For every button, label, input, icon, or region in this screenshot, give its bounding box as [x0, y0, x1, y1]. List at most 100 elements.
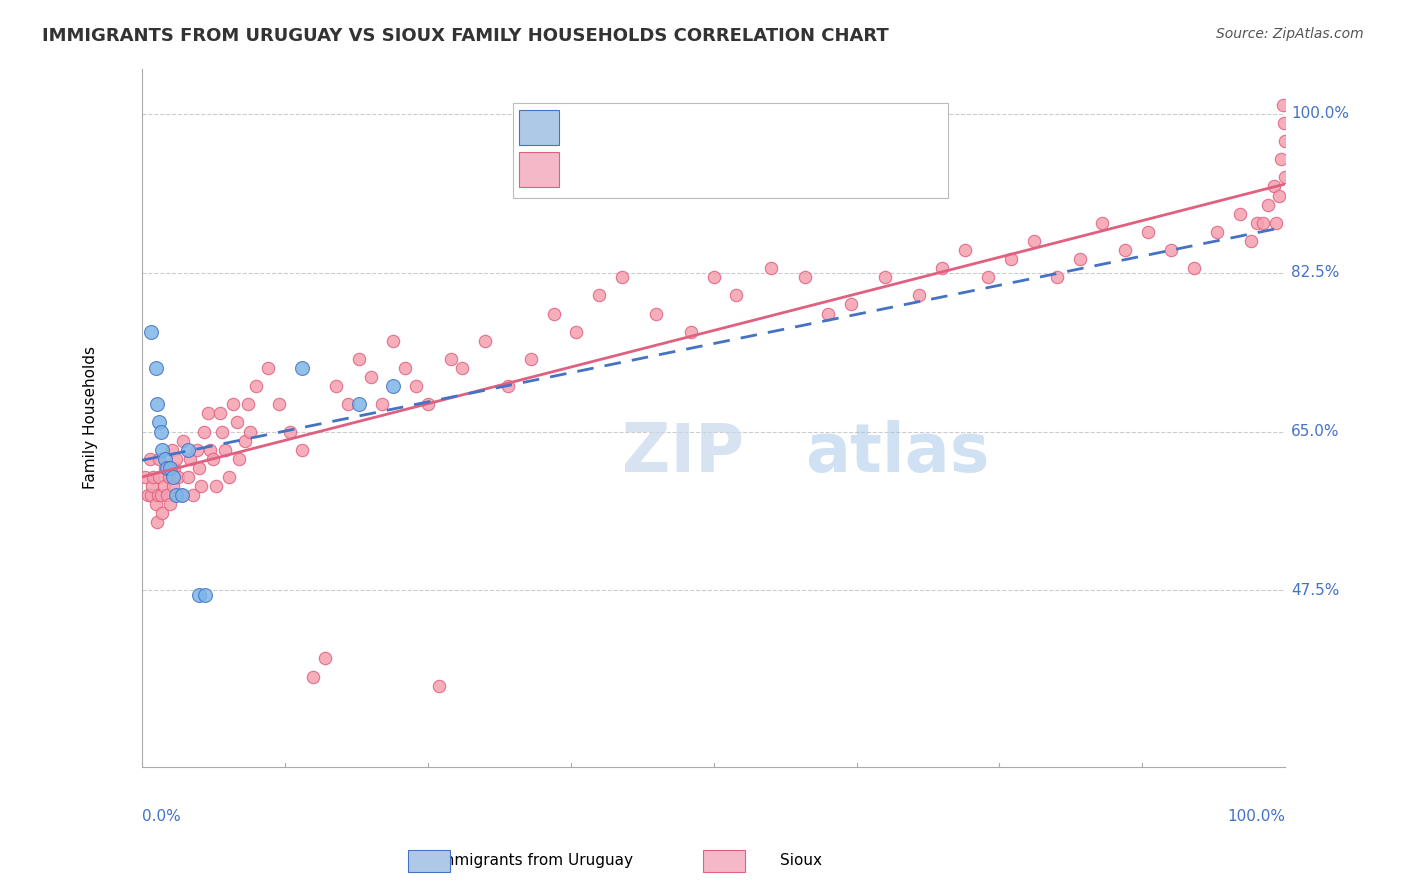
Point	[148, 470, 170, 484]
Point	[145, 361, 167, 376]
Point	[759, 261, 782, 276]
Point	[1272, 98, 1295, 112]
Point	[875, 270, 897, 285]
Point	[1091, 216, 1114, 230]
Point	[1265, 216, 1288, 230]
Point	[238, 397, 260, 411]
FancyBboxPatch shape	[519, 153, 560, 187]
Point	[211, 425, 233, 439]
Point	[977, 270, 1000, 285]
Point	[163, 460, 186, 475]
Text: 18: 18	[839, 121, 862, 139]
Point	[167, 470, 190, 484]
Point	[142, 470, 165, 484]
Text: Family Households: Family Households	[83, 346, 98, 490]
Point	[839, 297, 862, 311]
Point	[156, 460, 179, 475]
Point	[208, 406, 231, 420]
Point	[222, 397, 245, 411]
Point	[496, 379, 519, 393]
Point	[953, 243, 976, 257]
Point	[193, 425, 215, 439]
Text: N =: N =	[765, 121, 801, 139]
Text: R =: R =	[571, 121, 606, 139]
Point	[703, 270, 725, 285]
Point	[188, 460, 211, 475]
Point	[280, 425, 302, 439]
Point	[134, 470, 156, 484]
Point	[610, 270, 633, 285]
Point	[474, 334, 496, 348]
Text: 0.153: 0.153	[640, 121, 692, 139]
Point	[543, 306, 565, 320]
Point	[1137, 225, 1160, 239]
Point	[405, 379, 427, 393]
Point	[394, 361, 416, 376]
Point	[146, 488, 169, 502]
Point	[1069, 252, 1091, 266]
Point	[197, 406, 219, 420]
Point	[1046, 270, 1069, 285]
Text: 47.5%: 47.5%	[1291, 582, 1340, 598]
Point	[181, 488, 204, 502]
Point	[725, 288, 748, 302]
Point	[214, 442, 236, 457]
Point	[148, 451, 170, 466]
Point	[194, 588, 217, 602]
Point	[156, 488, 179, 502]
Text: Immigrants from Uruguay: Immigrants from Uruguay	[436, 854, 633, 868]
Text: Source: ZipAtlas.com: Source: ZipAtlas.com	[1216, 27, 1364, 41]
Point	[371, 397, 394, 411]
Point	[256, 361, 278, 376]
Point	[347, 351, 370, 366]
Point	[228, 451, 250, 466]
Point	[908, 288, 931, 302]
Point	[1205, 225, 1227, 239]
Point	[176, 470, 198, 484]
Point	[170, 488, 193, 502]
Point	[291, 361, 314, 376]
Point	[1257, 197, 1279, 211]
Point	[1182, 261, 1205, 276]
Text: 65.0%: 65.0%	[1291, 424, 1340, 439]
Point	[150, 488, 173, 502]
Point	[139, 325, 162, 339]
Point	[427, 679, 450, 693]
Point	[519, 351, 541, 366]
Point	[931, 261, 953, 276]
Point	[145, 497, 167, 511]
FancyBboxPatch shape	[513, 103, 948, 198]
Point	[136, 488, 159, 502]
Point	[1114, 243, 1136, 257]
Point	[267, 397, 290, 411]
Point	[152, 479, 174, 493]
FancyBboxPatch shape	[519, 111, 560, 145]
Point	[162, 470, 184, 484]
Point	[150, 425, 173, 439]
Point	[153, 460, 176, 475]
Point	[170, 488, 193, 502]
Point	[1246, 216, 1268, 230]
Point	[139, 451, 162, 466]
Point	[1263, 179, 1285, 194]
Point	[233, 434, 256, 448]
Point	[139, 488, 162, 502]
Point	[1160, 243, 1182, 257]
Point	[439, 351, 461, 366]
Text: 82.5%: 82.5%	[1291, 265, 1340, 280]
Text: 100.0%: 100.0%	[1227, 809, 1285, 824]
Point	[245, 379, 267, 393]
Point	[382, 379, 405, 393]
Point	[1270, 153, 1292, 167]
Point	[314, 651, 336, 665]
Point	[205, 479, 228, 493]
Point	[162, 479, 184, 493]
Point	[218, 470, 240, 484]
Point	[1251, 216, 1274, 230]
Point	[179, 451, 201, 466]
Point	[153, 451, 176, 466]
Point	[817, 306, 839, 320]
Point	[1000, 252, 1022, 266]
Point	[1274, 170, 1296, 185]
Point	[302, 669, 325, 683]
